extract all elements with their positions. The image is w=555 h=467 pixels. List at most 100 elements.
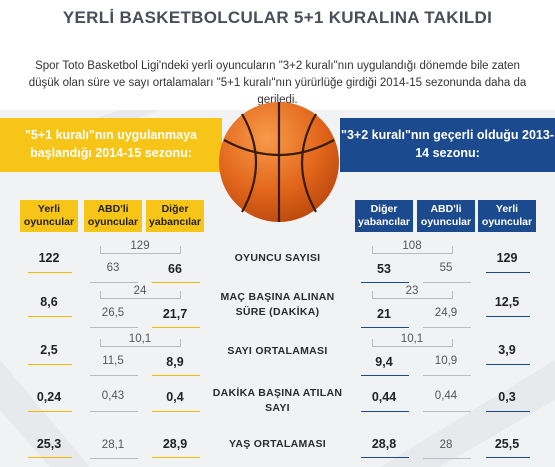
underline [28, 272, 72, 273]
right-yerli-value: 129 [496, 251, 518, 265]
underline [361, 411, 409, 412]
underline [152, 457, 200, 458]
bracket-line [372, 298, 453, 299]
right-diger-value: 21 [377, 307, 391, 321]
right-yerli-value: 25,5 [494, 437, 520, 451]
left-season-banner: "5+1 kuralı"nın uygulanmaya başlandığı 2… [0, 118, 222, 172]
underline [28, 364, 72, 365]
left-diger-value: 8,9 [166, 355, 184, 369]
colhead-right-yerli: Yerli oyuncular [478, 200, 536, 232]
underline [486, 364, 530, 365]
bracket-line [372, 253, 453, 254]
underline [361, 327, 409, 328]
basketball-icon [219, 102, 339, 222]
right-foreign-total: 23 [405, 285, 419, 297]
bracket-tick [452, 291, 453, 299]
left-diger-value: 21,7 [162, 307, 188, 321]
underline [486, 457, 530, 458]
right-diger-value: 28,8 [371, 437, 397, 451]
bracket-tick [452, 339, 453, 347]
underline [361, 457, 409, 458]
row-label: DAKİKA BAŞINA ATILAN SAYI [212, 387, 343, 414]
underline [90, 458, 138, 459]
left-yerli-value: 122 [38, 251, 60, 265]
right-abd-value: 24,9 [434, 307, 458, 319]
underline [423, 375, 471, 376]
right-yerli-value: 0,3 [498, 390, 516, 404]
left-foreign-total: 24 [133, 285, 147, 297]
left-yerli-value: 8,6 [40, 295, 58, 309]
underline [152, 327, 200, 328]
right-abd-value: 55 [439, 262, 453, 274]
colhead-right-abd: ABD'li oyuncular [417, 200, 475, 232]
underline [423, 411, 471, 412]
left-abd-value: 11,5 [102, 355, 124, 367]
intro-text: Spor Toto Basketbol Ligi'ndeki yerli oyu… [28, 60, 527, 106]
underline [152, 411, 200, 412]
bracket-tick [180, 339, 181, 347]
right-abd-value: 0,44 [434, 390, 458, 402]
underline [361, 282, 409, 283]
left-yerli-value: 0,24 [36, 390, 62, 404]
right-foreign-total: 10,1 [400, 333, 424, 345]
left-abd-value: 28,1 [101, 439, 125, 451]
bracket-tick [372, 291, 373, 299]
left-abd-value: 63 [106, 262, 120, 274]
right-foreign-total: 108 [402, 240, 422, 252]
underline [28, 316, 72, 317]
underline [90, 327, 138, 328]
right-diger-value: 0,44 [371, 390, 397, 404]
colhead-left-diger: Diğer yabancılar [146, 200, 204, 232]
colhead-left-yerli: Yerli oyuncular [20, 200, 78, 232]
bracket-tick [180, 291, 181, 299]
bracket-tick [100, 246, 101, 254]
colhead-right-diger: Diğer yabancılar [355, 200, 413, 232]
left-diger-value: 0,4 [166, 390, 184, 404]
row-label: MAÇ BAŞINA ALINAN SÜRE (DAKİKA) [220, 291, 335, 318]
underline [423, 282, 471, 283]
right-diger-value: 9,4 [375, 355, 393, 369]
left-season-banner-text: "5+1 kuralı"nın uygulanmaya başlandığı 2… [25, 128, 197, 160]
left-abd-value: 26,5 [101, 307, 125, 319]
bracket-line [100, 298, 181, 299]
right-yerli-value: 3,9 [498, 343, 516, 357]
row-label: OYUNCU SAYISI [234, 252, 321, 264]
bracket-line [100, 253, 181, 254]
left-abd-value: 0,43 [101, 390, 125, 402]
bracket-line [100, 346, 181, 347]
bracket-tick [372, 246, 373, 254]
left-yerli-value: 2,5 [40, 343, 58, 357]
right-season-banner-text: "3+2 kuralı"nın geçerli olduğu 2013-14 s… [341, 128, 554, 160]
underline [486, 272, 530, 273]
row-label: SAYI ORTALAMASI [227, 345, 328, 357]
underline [90, 375, 138, 376]
underline [152, 282, 200, 283]
underline [90, 411, 138, 412]
underline [28, 411, 72, 412]
right-diger-value: 53 [377, 262, 391, 276]
underline [361, 375, 409, 376]
underline [152, 375, 200, 376]
bracket-line [372, 346, 453, 347]
underline [486, 316, 530, 317]
bracket-tick [180, 246, 181, 254]
right-abd-value: 10,9 [434, 355, 458, 367]
left-foreign-total: 10,1 [128, 333, 152, 345]
underline [486, 411, 530, 412]
underline [423, 458, 471, 459]
underline [28, 457, 72, 458]
row-label: YAŞ ORTALAMASI [229, 438, 326, 450]
left-diger-value: 66 [168, 262, 182, 276]
bracket-tick [100, 291, 101, 299]
bracket-tick [372, 339, 373, 347]
bracket-tick [100, 339, 101, 347]
right-abd-value: 28 [439, 439, 453, 451]
bracket-tick [452, 246, 453, 254]
left-diger-value: 28,9 [162, 437, 188, 451]
right-yerli-value: 12,5 [494, 295, 520, 309]
page-title: YERLİ BASKETBOLCULAR 5+1 KURALINA TAKILD… [62, 8, 493, 27]
left-yerli-value: 25,3 [36, 437, 62, 451]
right-season-banner: "3+2 kuralı"nın geçerli olduğu 2013-14 s… [340, 118, 555, 172]
colhead-left-abd: ABD'li oyuncular [84, 200, 142, 232]
underline [423, 327, 471, 328]
